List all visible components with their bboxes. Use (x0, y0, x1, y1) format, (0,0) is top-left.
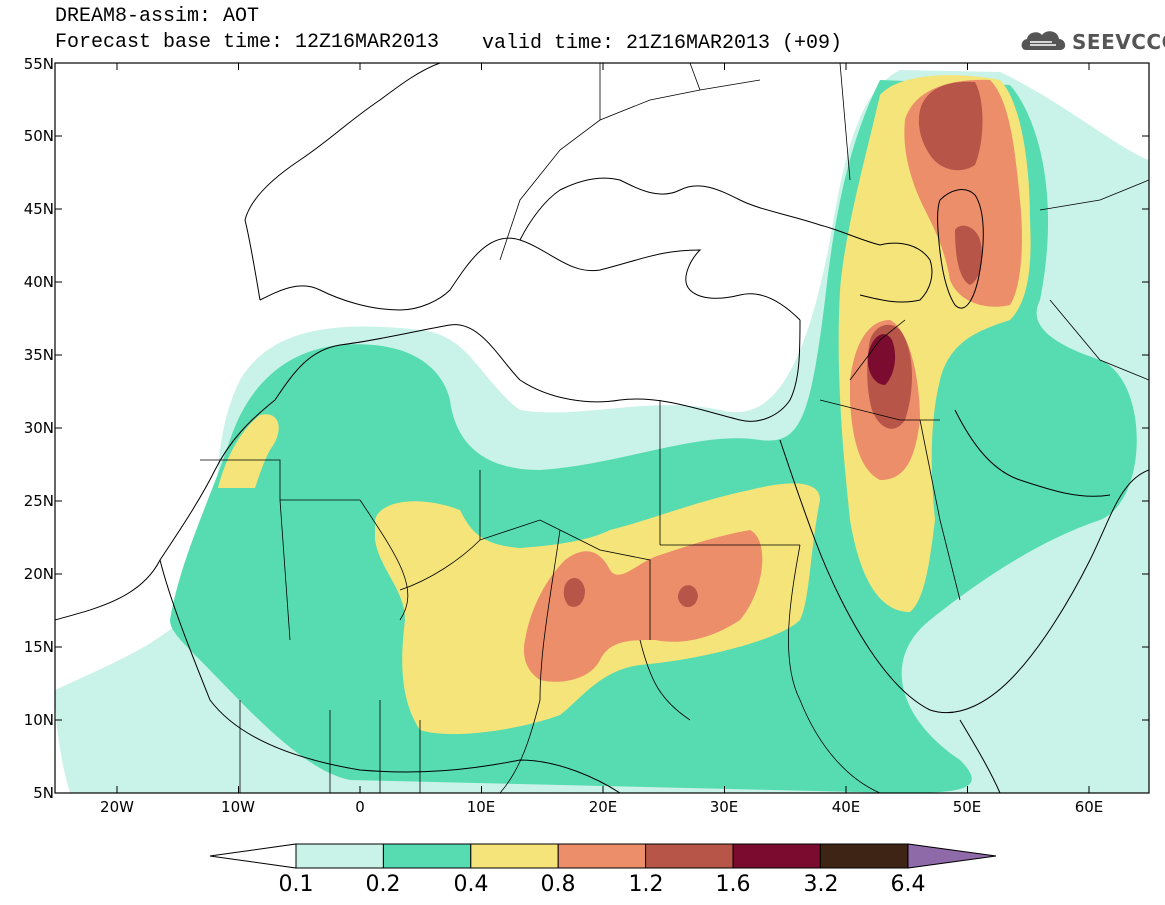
colorbar-label: 0.1 (278, 872, 314, 897)
lon-label: 40E (831, 798, 861, 816)
lon-label: 60E (1074, 798, 1104, 816)
colorbar-label: 0.8 (540, 872, 576, 897)
lon-label: 10E (466, 798, 496, 816)
axis-ticks (55, 62, 1149, 794)
cloud-logo-icon (1021, 31, 1066, 50)
lat-label: 15N (23, 638, 54, 656)
lon-label: 30E (709, 798, 739, 816)
aot-band-0.8-central (523, 530, 763, 682)
valid-time: valid time: 21Z16MAR2013 (+09) (482, 32, 843, 55)
lon-label: 0 (355, 798, 365, 816)
lon-label: 20W (100, 798, 134, 816)
colorbar-label: 1.6 (715, 872, 751, 897)
lon-label: 50E (952, 798, 982, 816)
lat-label: 25N (23, 492, 54, 510)
country-borders (200, 63, 1149, 793)
lon-label: 20E (588, 798, 618, 816)
colorbar-label: 1.2 (628, 872, 664, 897)
forecast-base-time: Forecast base time: 12Z16MAR2013 (55, 31, 440, 54)
lat-label: 50N (23, 127, 54, 145)
lat-label: 45N (23, 200, 54, 218)
lat-label: 5N (33, 784, 54, 802)
lat-label: 55N (23, 55, 54, 73)
lat-label: 30N (23, 419, 54, 437)
colorbar-label: 6.4 (890, 872, 926, 897)
lat-label: 35N (23, 346, 54, 364)
lat-label: 20N (23, 565, 54, 583)
lat-label: 10N (23, 711, 54, 729)
lat-label: 40N (23, 273, 54, 291)
aot-band-0.4-westcoast (218, 414, 279, 488)
coastlines (55, 63, 1149, 793)
colorbar-label: 0.4 (453, 872, 489, 897)
colorbar-label: 3.2 (803, 872, 839, 897)
map-title: DREAM8-assim: AOT (55, 5, 260, 28)
lon-label: 10W (221, 798, 255, 816)
colorbar-label: 0.2 (365, 872, 401, 897)
logo-text: SEEVCCC (1072, 30, 1165, 54)
